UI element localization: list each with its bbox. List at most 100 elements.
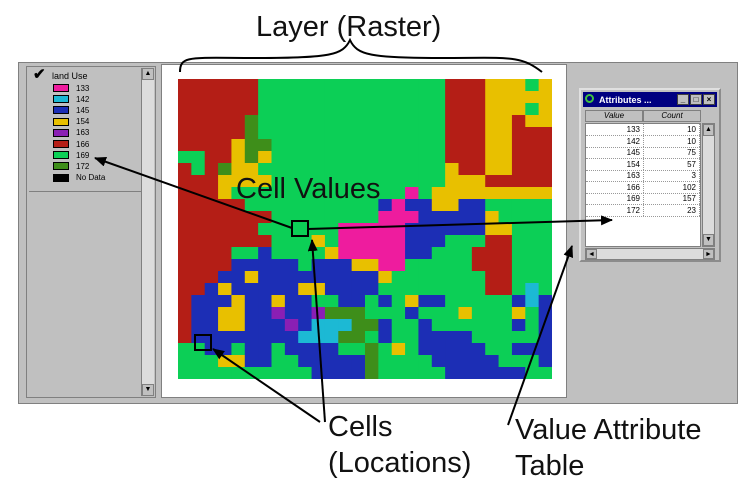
legend-item-label: 142 <box>76 94 90 104</box>
attributes-vertical-scrollbar[interactable]: ▲ ▼ <box>702 123 715 247</box>
raster-cell <box>458 127 473 140</box>
legend-scrollbar[interactable]: ▲ ▼ <box>141 68 154 396</box>
raster-cell <box>431 151 446 164</box>
raster-cell <box>391 79 406 92</box>
raster-cell <box>498 247 513 260</box>
raster-cell <box>271 115 286 128</box>
raster-cell <box>178 187 192 200</box>
raster-cell <box>244 247 259 260</box>
raster-cell <box>405 247 420 260</box>
raster-cell <box>284 103 299 116</box>
raster-cell <box>485 259 500 272</box>
raster-cell <box>365 295 379 308</box>
raster-cell <box>471 115 486 128</box>
raster-cell <box>405 307 420 320</box>
value-cell: 172 <box>586 204 644 216</box>
raster-cell <box>431 103 446 116</box>
layer-brace <box>179 37 543 73</box>
count-cell: 10 <box>644 124 700 135</box>
raster-cell <box>391 271 406 284</box>
raster-cell <box>511 271 526 284</box>
raster-cell <box>458 151 473 164</box>
raster-cell <box>405 295 420 308</box>
raster-cell <box>244 319 259 332</box>
raster-cell <box>298 343 313 356</box>
scroll-up-arrow-icon[interactable]: ▲ <box>703 124 714 136</box>
raster-cell <box>191 235 206 248</box>
raster-cell <box>391 319 406 332</box>
raster-cell <box>191 79 206 92</box>
raster-cell <box>338 163 353 176</box>
magnifier-icon <box>585 94 594 103</box>
raster-cell <box>458 163 473 176</box>
raster-cell <box>511 235 526 248</box>
raster-cell <box>445 259 460 272</box>
scroll-up-arrow-icon[interactable]: ▲ <box>142 68 154 80</box>
scroll-left-arrow-icon[interactable]: ◄ <box>586 249 597 259</box>
raster-cell <box>485 139 500 152</box>
close-icon[interactable]: × <box>703 94 715 105</box>
raster-cell <box>298 331 313 344</box>
value-cell: 154 <box>586 158 644 170</box>
scroll-right-arrow-icon[interactable]: ► <box>703 249 714 259</box>
scroll-down-arrow-icon[interactable]: ▼ <box>703 234 714 246</box>
raster-cell <box>471 247 486 260</box>
raster-cell <box>271 91 286 104</box>
raster-cell <box>324 163 339 176</box>
raster-cell <box>284 283 299 296</box>
maximize-icon[interactable]: □ <box>690 94 702 105</box>
raster-cell <box>525 367 540 379</box>
column-header-value[interactable]: Value <box>585 110 643 122</box>
raster-cell <box>271 367 286 379</box>
raster-cell <box>471 187 486 200</box>
raster-cell <box>271 295 286 308</box>
raster-cell <box>538 355 552 368</box>
raster-cell <box>204 235 219 248</box>
raster-cell <box>458 211 473 224</box>
raster-cell <box>298 79 313 92</box>
raster-cell <box>324 355 339 368</box>
legend-swatch <box>53 84 69 92</box>
raster-cell <box>445 127 460 140</box>
raster-cell <box>485 367 500 379</box>
raster-cell <box>365 343 379 356</box>
raster-cell <box>218 307 233 320</box>
raster-cell <box>218 235 233 248</box>
raster-cell <box>284 343 299 356</box>
raster-cell <box>378 367 393 379</box>
legend-swatch <box>53 173 69 182</box>
attributes-title-bar[interactable]: Attributes ... _ □ × <box>583 92 717 107</box>
raster-cell <box>538 235 552 248</box>
raster-cell <box>338 79 353 92</box>
legend-item-label: 166 <box>76 139 90 149</box>
raster-cell <box>231 367 246 379</box>
raster-cell <box>445 223 460 236</box>
raster-cell <box>445 319 460 332</box>
raster-cell <box>378 91 393 104</box>
raster-cell <box>445 115 460 128</box>
raster-cell <box>365 91 379 104</box>
raster-cell <box>378 163 393 176</box>
legend-swatch <box>53 106 69 115</box>
raster-cell <box>418 235 433 248</box>
raster-cell <box>431 187 446 200</box>
count-cell: 23 <box>644 204 700 216</box>
raster-cell <box>258 319 273 332</box>
raster-cell <box>445 271 460 284</box>
raster-cell <box>511 187 526 200</box>
table-row[interactable]: 172 23 <box>586 204 700 217</box>
raster-cell <box>391 259 406 272</box>
raster-cell <box>324 235 339 248</box>
layer-visibility-checkbox[interactable]: ✔ <box>33 66 46 83</box>
column-header-count[interactable]: Count <box>643 110 701 122</box>
raster-cell <box>271 259 286 272</box>
scroll-down-arrow-icon[interactable]: ▼ <box>142 384 154 396</box>
raster-cell <box>351 307 366 320</box>
minimize-icon[interactable]: _ <box>677 94 689 105</box>
raster-cell <box>284 127 299 140</box>
raster-cell <box>365 271 379 284</box>
raster-cell <box>391 127 406 140</box>
raster-cell <box>378 343 393 356</box>
raster-cell <box>258 283 273 296</box>
attributes-horizontal-scrollbar[interactable]: ◄ ► <box>585 248 715 260</box>
